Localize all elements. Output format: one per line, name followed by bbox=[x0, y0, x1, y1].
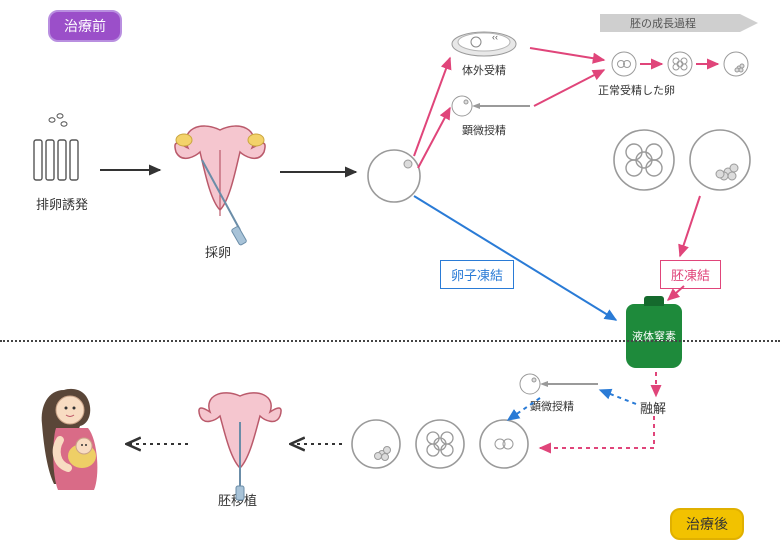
section-divider bbox=[0, 340, 780, 342]
blastocyst-small-icon bbox=[724, 52, 748, 76]
embryo-8cell-large-icon bbox=[614, 130, 674, 190]
badge-before: 治療前 bbox=[48, 10, 122, 42]
bottom-blasto-icon bbox=[352, 420, 400, 468]
fertilized-egg-icon bbox=[612, 52, 636, 76]
growth-header-text: 胚の成長過程 bbox=[630, 15, 696, 31]
label-fert-ok: 正常受精した卵 bbox=[598, 82, 675, 98]
label-thaw: 融解 bbox=[640, 398, 666, 417]
svg-text:‹‹: ‹‹ bbox=[492, 32, 498, 42]
big-oocyte-icon bbox=[368, 150, 420, 202]
box-embryo-freeze: 胚凍結 bbox=[660, 260, 721, 289]
blastocyst-large-icon bbox=[690, 130, 750, 190]
bottom-fertilized-icon bbox=[480, 420, 528, 468]
uterus-retrieval-icon bbox=[175, 126, 265, 246]
icsi-icon bbox=[452, 96, 530, 116]
growth-header-arrow: 胚の成長過程 bbox=[600, 12, 760, 34]
icsi2-icon bbox=[520, 374, 598, 394]
label-ivf: 体外受精 bbox=[462, 62, 506, 78]
box-egg-freeze: 卵子凍結 bbox=[440, 260, 514, 289]
embryo-8cell-small-icon bbox=[668, 52, 692, 76]
vials-icon bbox=[34, 114, 78, 180]
label-retrieval: 採卵 bbox=[205, 242, 231, 261]
badge-after: 治療後 bbox=[670, 508, 744, 540]
label-icsi: 顕微授精 bbox=[462, 122, 506, 138]
label-ovulation: 排卵誘発 bbox=[36, 194, 88, 213]
bottom-8cell-icon bbox=[416, 420, 464, 468]
label-icsi2: 顕微授精 bbox=[530, 398, 574, 414]
label-transfer: 胚移植 bbox=[218, 490, 257, 509]
diagram-stage: 治療前 治療後 胚の成長過程 排卵誘発 採卵 体外受精 正常受精した卵 顕微授精… bbox=[0, 0, 780, 550]
ivf-dish-icon: ‹‹ bbox=[452, 32, 516, 56]
nitrogen-tank: 液体窒素 bbox=[626, 304, 682, 368]
mother-baby-icon bbox=[42, 389, 98, 490]
uterus-transfer-icon bbox=[199, 393, 281, 500]
